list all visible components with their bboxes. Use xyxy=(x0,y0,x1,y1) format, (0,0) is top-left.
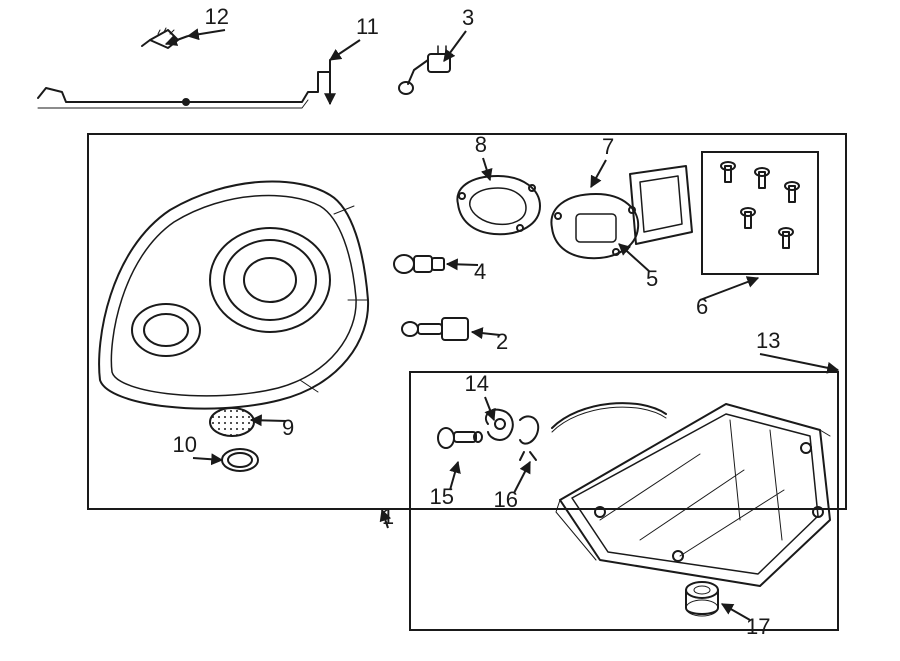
part-clip xyxy=(486,410,513,440)
part-vent-cap-large xyxy=(210,408,254,436)
callout-label-9: 9 xyxy=(282,415,294,440)
part-bolt-set xyxy=(721,162,799,248)
part-signal-bulb xyxy=(399,46,450,94)
callout-label-17: 17 xyxy=(746,614,770,639)
frame-support xyxy=(410,372,838,630)
callout-arrow-11 xyxy=(330,40,360,60)
callout-label-7: 7 xyxy=(602,134,614,159)
part-washer-nozzle xyxy=(142,28,178,48)
callout-label-16: 16 xyxy=(494,487,518,512)
callout-label-12: 12 xyxy=(205,4,229,29)
part-washer-hose xyxy=(38,60,330,108)
callout-label-14: 14 xyxy=(465,371,489,396)
callout-arrow-12-b xyxy=(166,36,188,44)
callout-label-4: 4 xyxy=(474,259,486,284)
exploded-parts-diagram: 1234567891011121314151617 xyxy=(0,0,900,661)
callout-label-3: 3 xyxy=(462,5,474,30)
part-rubber-bumper xyxy=(686,582,718,616)
part-bolt xyxy=(438,428,482,448)
callout-label-13: 13 xyxy=(756,328,780,353)
callout-arrow-3 xyxy=(444,31,466,61)
parts-artwork xyxy=(38,28,830,616)
part-hid-bulb xyxy=(402,318,468,340)
callout-arrow-10 xyxy=(193,458,222,460)
part-module-cover xyxy=(630,166,692,244)
frame-bolts xyxy=(702,152,818,274)
part-headlamp-assembly xyxy=(99,181,368,408)
part-vent-cap-small xyxy=(222,449,258,471)
callout-layer: 1234567891011121314151617 xyxy=(166,4,838,639)
part-rod xyxy=(552,403,666,432)
part-halogen-bulb xyxy=(394,255,444,273)
callout-label-6: 6 xyxy=(696,294,708,319)
callout-arrow-12 xyxy=(188,30,225,36)
callout-label-8: 8 xyxy=(475,132,487,157)
part-support-bracket xyxy=(556,404,830,586)
part-gasket-left xyxy=(457,176,540,234)
callout-label-11: 11 xyxy=(356,14,379,39)
callout-arrow-7 xyxy=(591,160,606,187)
callout-arrow-13 xyxy=(760,354,838,370)
callout-label-2: 2 xyxy=(496,329,508,354)
callout-label-10: 10 xyxy=(173,432,197,457)
callout-arrow-9 xyxy=(251,420,286,421)
part-spring-clip xyxy=(520,416,538,460)
callout-label-1: 1 xyxy=(382,504,394,529)
callout-label-15: 15 xyxy=(430,484,454,509)
callout-arrow-6 xyxy=(700,278,758,300)
callout-label-5: 5 xyxy=(646,266,658,291)
